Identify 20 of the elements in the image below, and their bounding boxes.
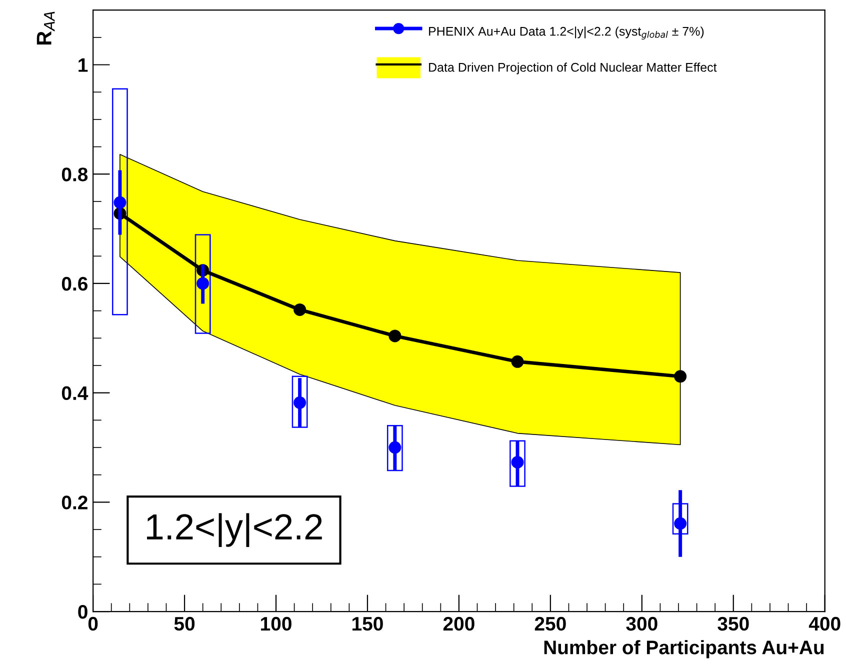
x-tick-label: 250 [534,616,566,631]
x-tick-label: 350 [718,616,749,631]
x-tick-label: 300 [626,616,658,631]
y-tick-label: 1 [78,58,88,72]
y-tick-label: 0.2 [62,496,88,510]
y-axis-title: R$_{AA}$ [36,12,55,45]
x-axis-title: Number of Participants Au+Au [544,640,824,658]
x-tick-label: 50 [174,616,195,631]
y-tick-label: 0 [78,604,88,619]
y-tick-label: 0.6 [62,276,88,291]
annotation: 1.2<|y|<2.2 [147,513,322,547]
x-tick-label: 100 [261,616,292,631]
x-tick-label: 400 [808,616,840,631]
legend-label: PHENIX Au+Au Data 1.2<|y|<2.2 (syst$_{global}$ ± 7%) [429,26,704,40]
x-tick-label: 0 [88,616,98,631]
legend-label: Data Driven Projection of Cold Nuclear Matter Effect [429,62,717,74]
x-tick-label: 200 [443,616,474,631]
y-tick-label: 0.4 [62,386,88,400]
x-tick-label: 150 [352,616,383,631]
y-tick-label: 0.8 [62,168,88,182]
